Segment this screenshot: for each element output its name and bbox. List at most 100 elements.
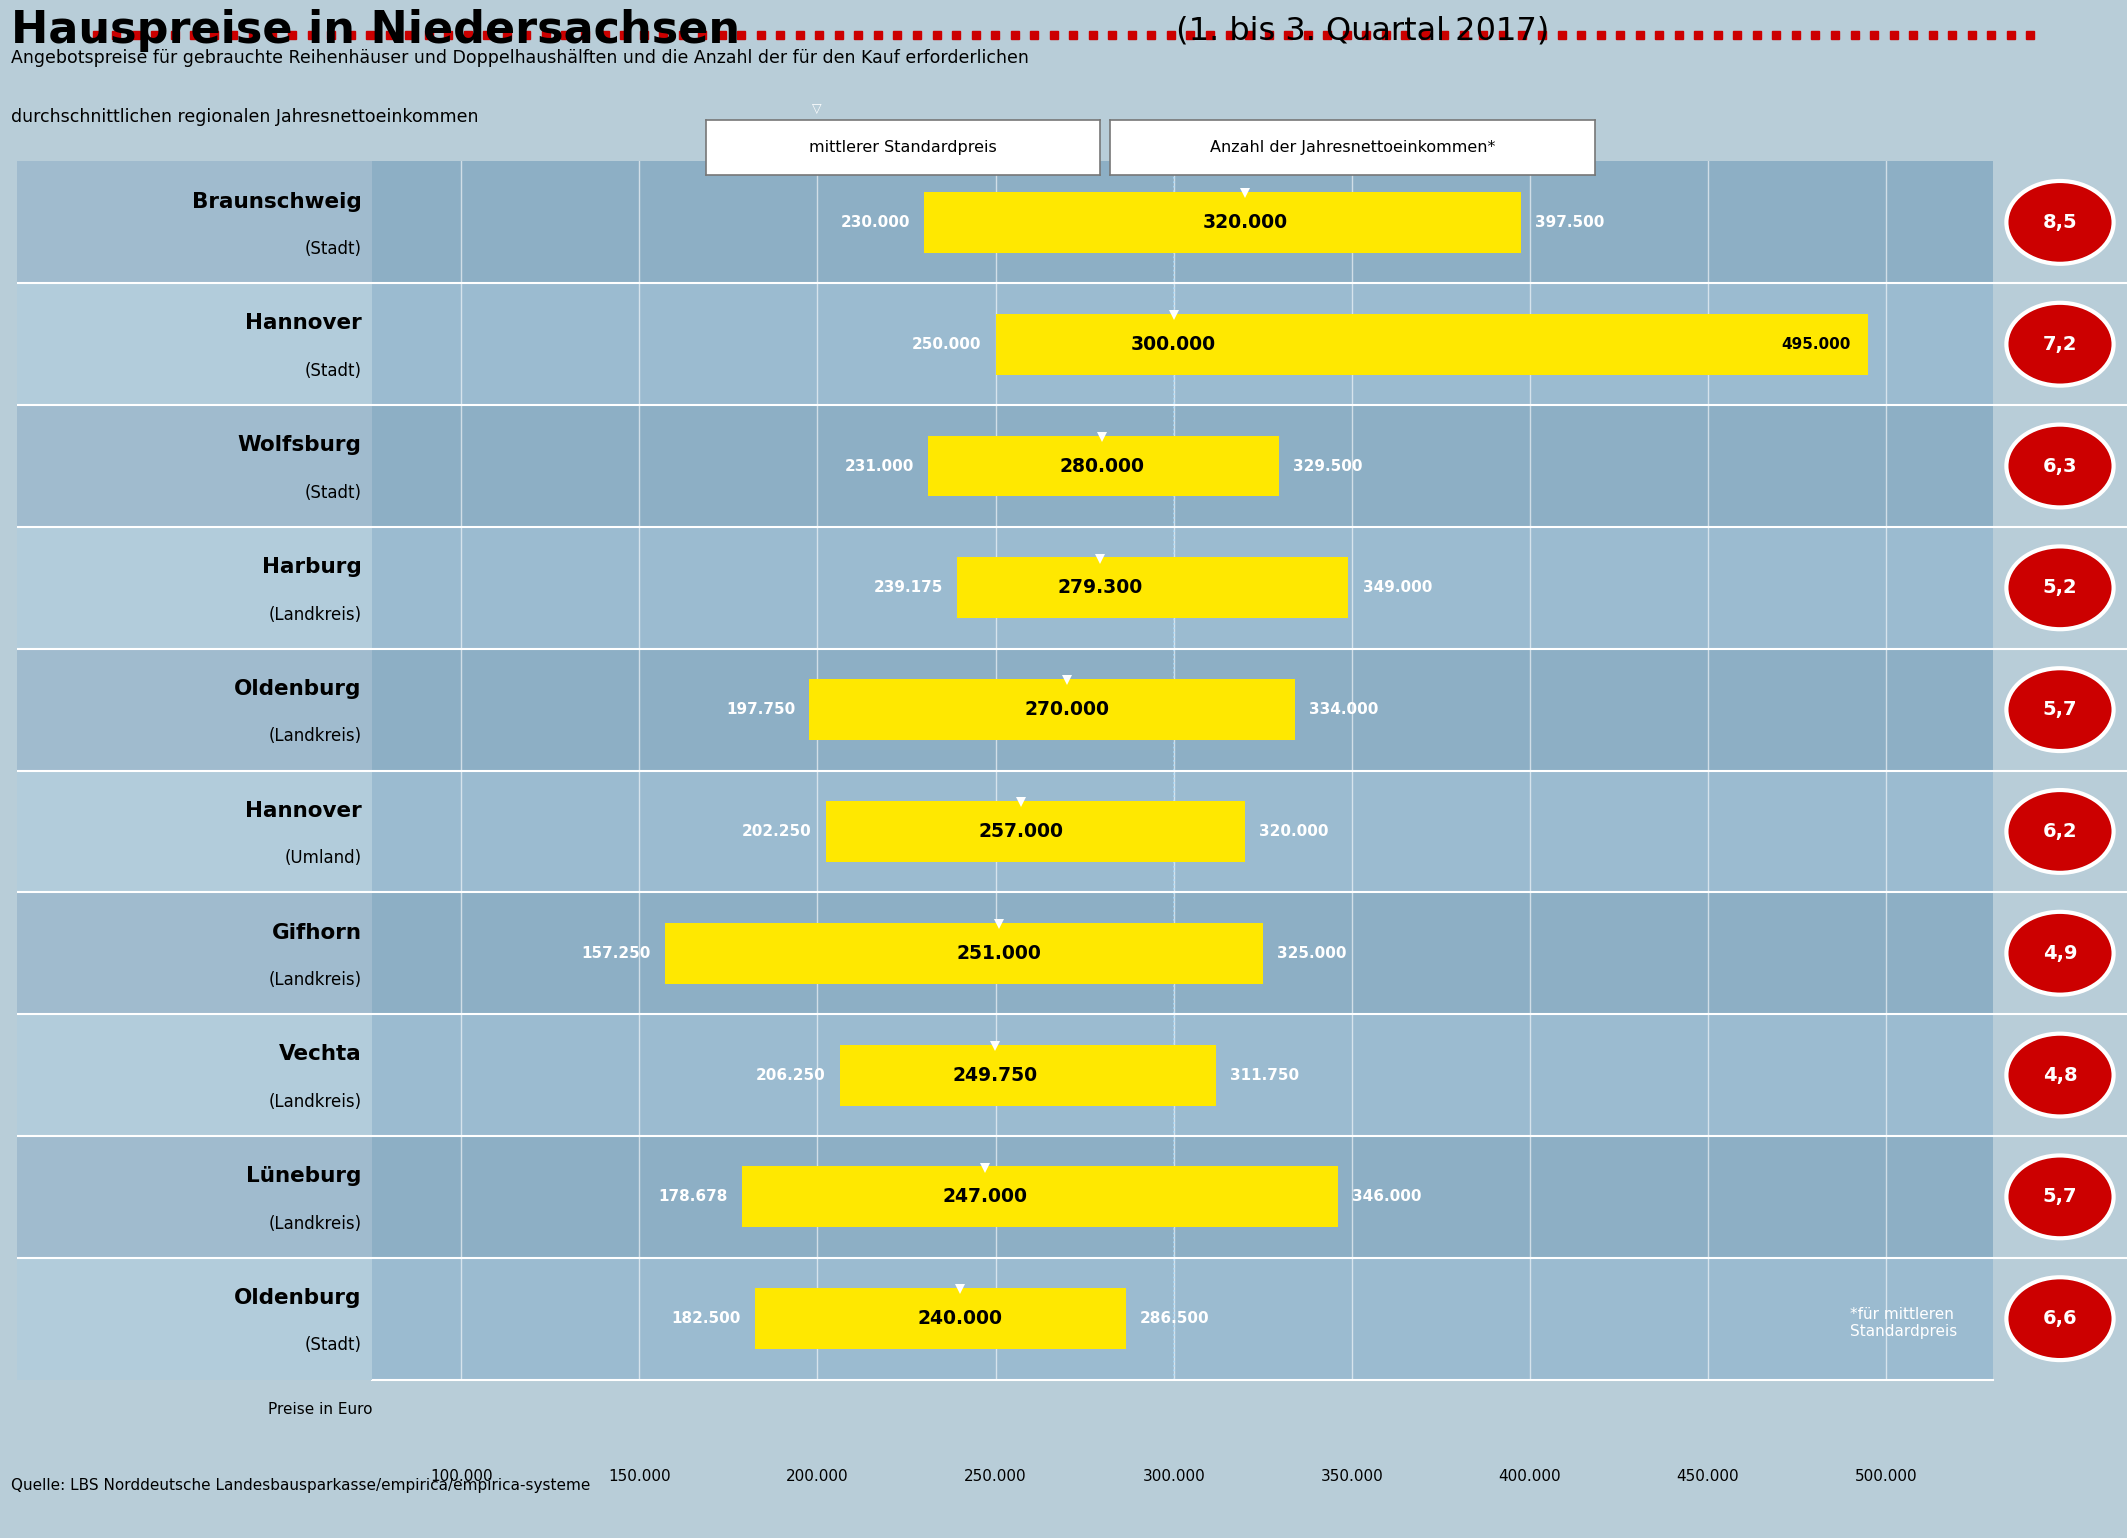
Bar [17, 892, 372, 1014]
Text: 182.500: 182.500 [672, 1312, 740, 1326]
Text: Lüneburg: Lüneburg [247, 1166, 362, 1186]
Text: (Umland): (Umland) [285, 849, 362, 867]
Text: 280.000: 280.000 [1059, 457, 1144, 475]
Text: 311.750: 311.750 [1229, 1067, 1300, 1083]
Text: 8,5: 8,5 [2042, 212, 2078, 232]
Text: Oldenburg: Oldenburg [234, 1287, 362, 1307]
Text: Hannover: Hannover [245, 801, 362, 821]
Bar [17, 161, 372, 283]
Bar [840, 1044, 1215, 1106]
Text: 279.300: 279.300 [1057, 578, 1142, 597]
Text: *für mittleren
Standardpreis: *für mittleren Standardpreis [1850, 1306, 1957, 1340]
Bar [372, 283, 1993, 404]
Text: Oldenburg: Oldenburg [234, 678, 362, 698]
Text: 300.000: 300.000 [1132, 335, 1217, 354]
Text: 346.000: 346.000 [1353, 1189, 1421, 1204]
Text: 202.250: 202.250 [742, 824, 810, 838]
Ellipse shape [2006, 303, 2114, 386]
Bar [17, 1014, 372, 1137]
Ellipse shape [2006, 181, 2114, 265]
Text: 197.750: 197.750 [725, 703, 795, 717]
Ellipse shape [2006, 1034, 2114, 1117]
Text: 349.000: 349.000 [1363, 580, 1431, 595]
Bar [742, 1166, 1338, 1227]
Text: 247.000: 247.000 [942, 1187, 1027, 1206]
Text: 334.000: 334.000 [1308, 703, 1378, 717]
Text: ▽: ▽ [813, 103, 821, 115]
Bar [372, 528, 1993, 649]
Text: 320.000: 320.000 [1202, 212, 1287, 232]
Ellipse shape [2006, 546, 2114, 629]
Bar [372, 404, 1993, 528]
Bar [927, 435, 1278, 497]
Text: (Landkreis): (Landkreis) [268, 970, 362, 989]
Bar [372, 1137, 1993, 1258]
Text: 4,8: 4,8 [2042, 1066, 2078, 1084]
Bar [17, 1258, 372, 1380]
Ellipse shape [2006, 1155, 2114, 1238]
Text: 286.500: 286.500 [1140, 1312, 1210, 1326]
Text: 249.750: 249.750 [953, 1066, 1038, 1084]
Text: (Landkreis): (Landkreis) [268, 1094, 362, 1110]
Text: Harburg: Harburg [262, 557, 362, 577]
Ellipse shape [2006, 667, 2114, 751]
Text: (Stadt): (Stadt) [304, 240, 362, 258]
Text: Hannover: Hannover [245, 314, 362, 334]
Text: (Stadt): (Stadt) [304, 1337, 362, 1355]
Bar [372, 161, 1993, 283]
Text: Vechta: Vechta [279, 1044, 362, 1064]
Text: 251.000: 251.000 [957, 944, 1042, 963]
Text: Gifhorn: Gifhorn [272, 923, 362, 943]
Bar [17, 649, 372, 771]
Text: 495.000: 495.000 [1780, 337, 1850, 352]
Text: Hauspreise in Niedersachsen: Hauspreise in Niedersachsen [11, 9, 740, 52]
Text: 257.000: 257.000 [978, 821, 1064, 841]
Bar [17, 283, 372, 404]
Bar [17, 404, 372, 528]
Text: 239.175: 239.175 [874, 580, 942, 595]
Text: 6,6: 6,6 [2042, 1309, 2078, 1329]
Text: 5,2: 5,2 [2042, 578, 2078, 597]
Bar [17, 528, 372, 649]
Bar [925, 192, 1521, 252]
Text: 325.000: 325.000 [1276, 946, 1346, 961]
Text: 250.000: 250.000 [912, 337, 981, 352]
Bar [957, 557, 1349, 618]
Text: 7,2: 7,2 [2042, 335, 2078, 354]
Bar [825, 801, 1244, 861]
Text: durchschnittlichen regionalen Jahresnettoeinkommen: durchschnittlichen regionalen Jahresnett… [11, 108, 479, 126]
Text: 5,7: 5,7 [2042, 700, 2078, 720]
Text: 230.000: 230.000 [840, 215, 910, 229]
Text: Braunschweig: Braunschweig [191, 192, 362, 212]
Ellipse shape [2006, 791, 2114, 874]
Text: (1. bis 3. Quartal 2017): (1. bis 3. Quartal 2017) [1166, 15, 1548, 46]
Text: 397.500: 397.500 [1536, 215, 1604, 229]
Text: (Landkreis): (Landkreis) [268, 606, 362, 623]
Text: (Stadt): (Stadt) [304, 484, 362, 501]
Text: Wolfsburg: Wolfsburg [238, 435, 362, 455]
Bar [17, 771, 372, 892]
Text: 329.500: 329.500 [1293, 458, 1363, 474]
Bar [372, 1258, 1993, 1380]
Text: 4,9: 4,9 [2042, 944, 2078, 963]
Bar [666, 923, 1263, 984]
Text: 6,3: 6,3 [2042, 457, 2078, 475]
Text: Quelle: LBS Norddeutsche Landesbausparkasse/empirica/empirica-systeme: Quelle: LBS Norddeutsche Landesbausparka… [11, 1478, 589, 1493]
Ellipse shape [2006, 912, 2114, 995]
Text: 231.000: 231.000 [844, 458, 915, 474]
Text: 206.250: 206.250 [755, 1067, 825, 1083]
Text: 178.678: 178.678 [657, 1189, 727, 1204]
Text: 157.250: 157.250 [581, 946, 651, 961]
Text: 320.000: 320.000 [1259, 824, 1329, 838]
Text: 5,7: 5,7 [2042, 1187, 2078, 1206]
Text: Anzahl der Jahresnettoeinkommen*: Anzahl der Jahresnettoeinkommen* [1210, 140, 1495, 155]
Bar [372, 892, 1993, 1014]
Ellipse shape [2006, 1277, 2114, 1360]
Text: 240.000: 240.000 [917, 1309, 1002, 1329]
Text: (Landkreis): (Landkreis) [268, 1215, 362, 1232]
Bar [17, 1137, 372, 1258]
Bar [995, 314, 1868, 375]
Bar [372, 649, 1993, 771]
Ellipse shape [2006, 424, 2114, 508]
Bar [372, 1014, 1993, 1137]
